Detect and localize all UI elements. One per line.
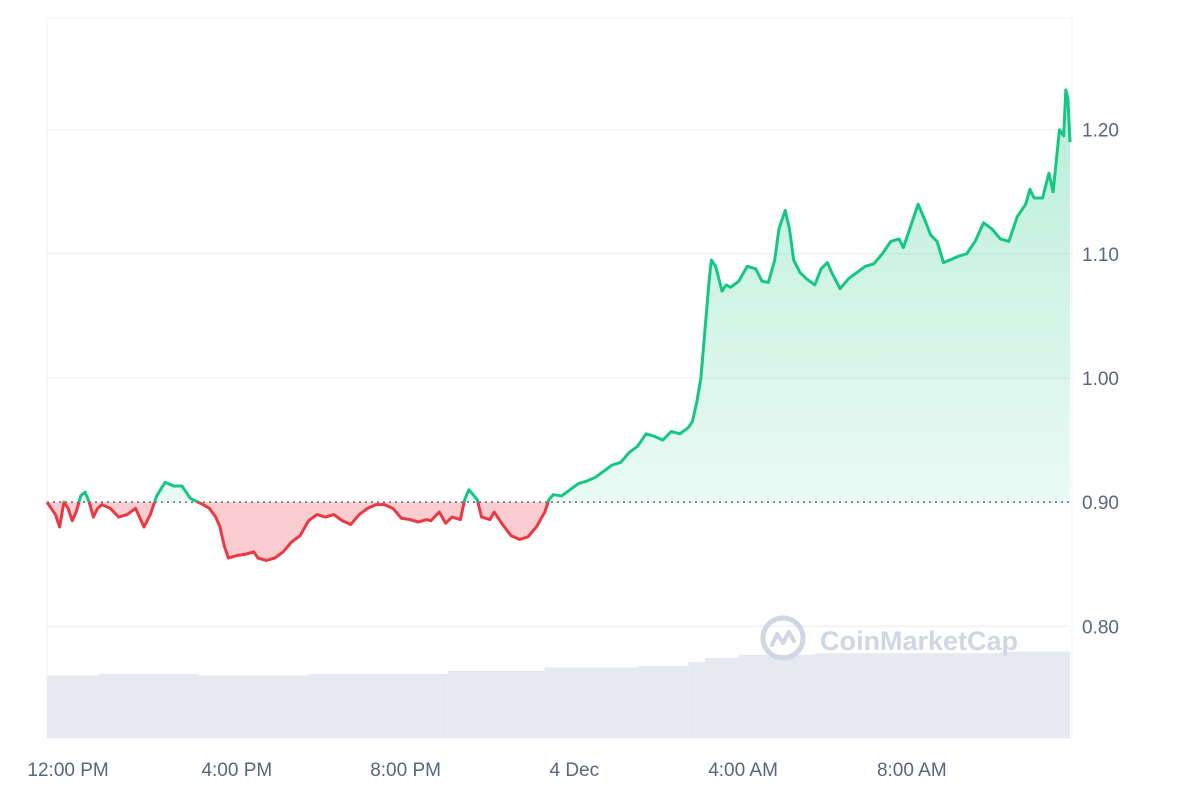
volume-bar [814,653,1001,738]
area-fill-below-baseline [47,502,1070,561]
watermark-text: CoinMarketCap [820,626,1018,656]
volume-bar [97,674,199,738]
x-tick-label: 4:00 AM [708,760,778,781]
price-line[interactable] [45,88,1072,562]
x-tick-label: 4 Dec [549,760,599,781]
y-tick-label: 1.10 [1082,245,1119,266]
price-area [47,90,1070,561]
volume-bar [705,658,739,738]
volume-bars [47,651,1070,738]
x-tick-label: 8:00 PM [370,760,441,781]
y-tick-label: 1.00 [1082,369,1119,390]
x-tick-label: 8:00 AM [877,760,947,781]
volume-bar [544,667,638,738]
coinmarketcap-logo-icon [760,615,806,661]
y-tick-label: 1.20 [1082,121,1119,142]
x-tick-label: 4:00 PM [201,760,272,781]
watermark: CoinMarketCap [760,615,1018,661]
volume-bar [47,675,98,738]
volume-bar [637,666,689,738]
volume-bar [1000,651,1070,738]
volume-bar [688,662,706,738]
y-tick-label: 0.80 [1082,617,1119,638]
y-axis: 0.80 0.90 1.00 1.10 1.20 [1082,121,1119,639]
x-axis: 12:00 PM 4:00 PM 8:00 PM 4 Dec 4:00 AM 8:00 A… [27,760,946,781]
price-line-up[interactable] [47,88,1072,560]
volume-bar [738,654,815,738]
area-fill-above-baseline [78,90,1070,503]
volume-bar [447,670,545,738]
y-tick-label: 0.90 [1082,493,1119,514]
price-line-down[interactable] [45,90,1070,562]
volume-bar [198,675,309,738]
volume-bar [308,674,448,738]
x-tick-label: 12:00 PM [27,760,108,781]
